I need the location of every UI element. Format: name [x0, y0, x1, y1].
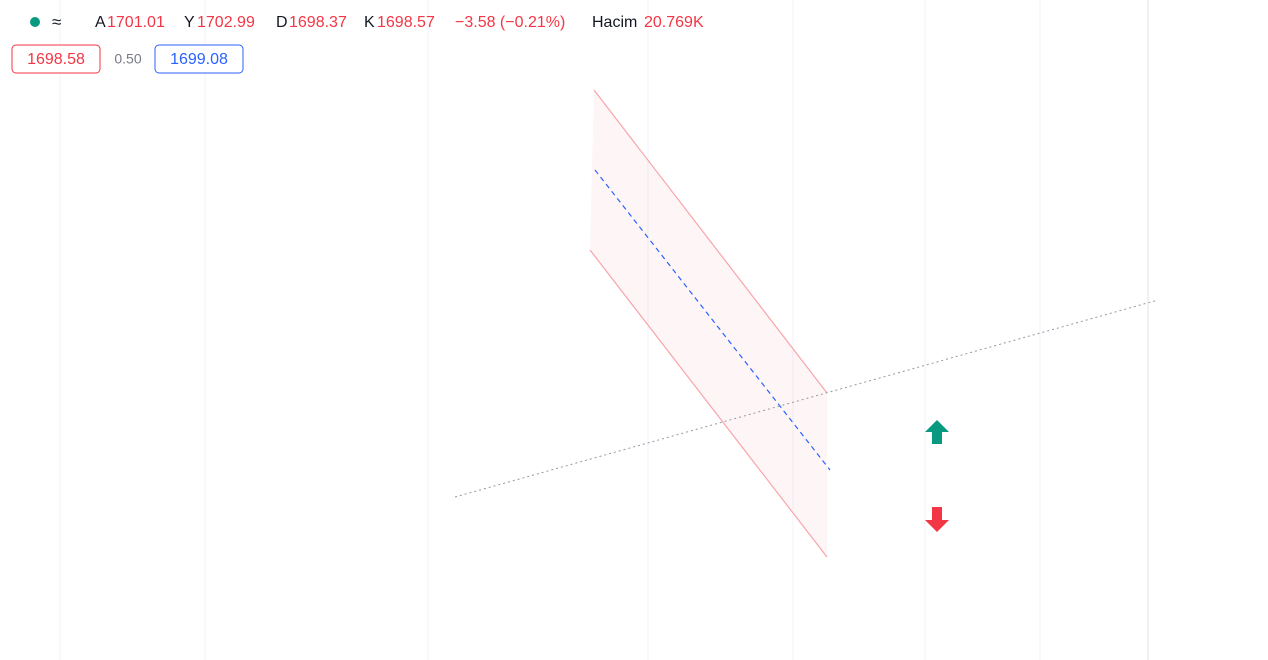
- spread: 0.50: [114, 51, 141, 67]
- change: −3.58 (−0.21%): [455, 14, 565, 31]
- trend-dashed: [594, 169, 831, 471]
- legend-header: ≈ A 1701.01 Y 1702.99 D 1698.37 K 1698.5…: [11, 12, 704, 74]
- high-label: Y: [184, 14, 195, 31]
- bid-box[interactable]: [11, 44, 101, 74]
- channel-fill: [590, 90, 827, 557]
- volume-label: Hacim: [592, 14, 637, 31]
- close-value: 1698.57: [377, 14, 435, 31]
- arrow-down: [925, 507, 949, 532]
- channel-line: [593, 89, 828, 394]
- close-label: K: [364, 14, 375, 31]
- ask-box[interactable]: [154, 44, 244, 74]
- high-value: 1702.99: [197, 14, 255, 31]
- time-grid: [59, 0, 1041, 660]
- low-label: D: [276, 14, 288, 31]
- low-value: 1698.37: [289, 14, 347, 31]
- bid[interactable]: 1698.58: [27, 51, 85, 68]
- volume-value: 20.769K: [644, 14, 704, 31]
- ask[interactable]: 1699.08: [170, 51, 228, 68]
- status-dot: [30, 17, 40, 27]
- open-label: A: [95, 14, 106, 31]
- open-value: 1701.01: [107, 14, 165, 31]
- channel-line: [589, 249, 828, 558]
- trend-dotted: [454, 299, 1159, 498]
- arrow-up: [925, 420, 949, 444]
- icon: ≈: [52, 12, 61, 31]
